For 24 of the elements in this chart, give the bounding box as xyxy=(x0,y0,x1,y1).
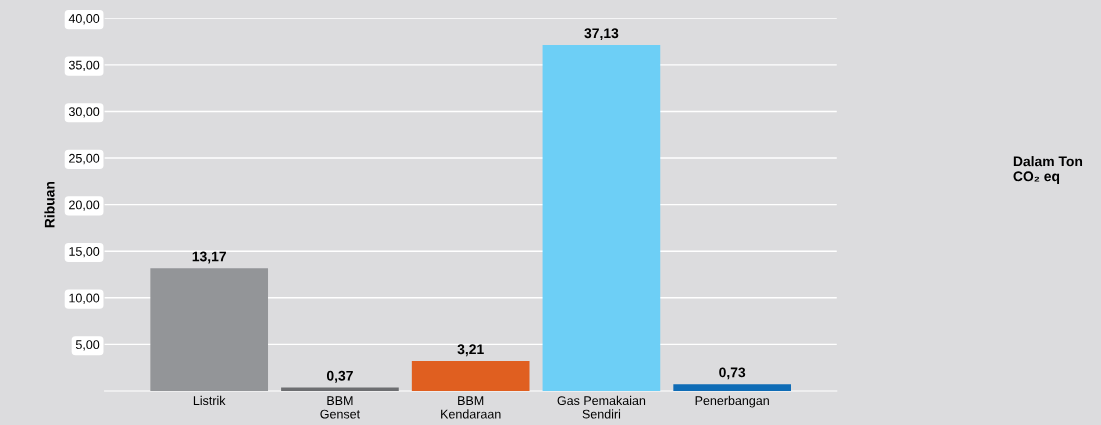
data-label: 13,17 xyxy=(192,251,226,264)
y-tick-label: 30,00 xyxy=(68,107,100,118)
y-tick-label: 35,00 xyxy=(68,60,100,71)
x-tick-label: Listrik xyxy=(193,395,226,406)
x-tick-label: BBM Genset xyxy=(320,396,360,419)
y-axis-title: Ribuan xyxy=(44,181,55,228)
bar xyxy=(150,268,269,391)
y-tick-label: 10,00 xyxy=(69,293,100,304)
x-tick-label: Gas Pemakaian Sendiri xyxy=(557,395,646,419)
y-tick-label: 25,00 xyxy=(69,153,100,165)
y-tick-label: 20,00 xyxy=(69,200,100,211)
bar xyxy=(411,361,530,391)
data-label: 0,73 xyxy=(719,367,746,380)
y-tick-label: 40,00 xyxy=(68,14,100,25)
x-tick-label: Penerbangan xyxy=(695,395,769,408)
y-tick-label: 15,00 xyxy=(69,247,100,258)
y-tick-label: 5,00 xyxy=(75,340,100,351)
text: Dalam Ton CO₂ eq xyxy=(1013,156,1083,184)
data-label: 0,37 xyxy=(326,370,353,383)
bar xyxy=(542,45,661,391)
x-tick-label: BBM Kendaraan xyxy=(441,396,501,419)
data-label: 3,21 xyxy=(457,344,484,357)
data-label: 37,13 xyxy=(584,28,619,41)
bar xyxy=(673,384,791,391)
